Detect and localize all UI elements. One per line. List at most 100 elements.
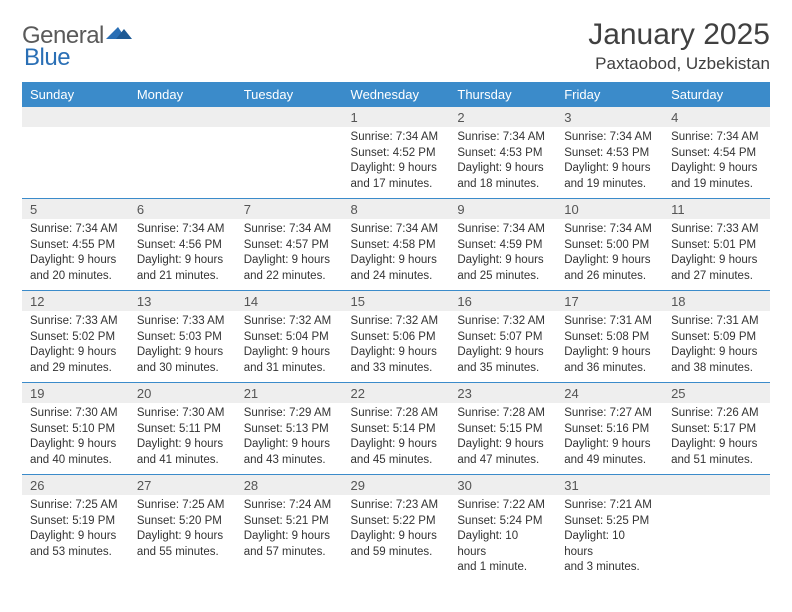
calendar-head: SundayMondayTuesdayWednesdayThursdayFrid… — [22, 82, 770, 107]
detail-line: and 35 minutes. — [457, 361, 548, 377]
detail-line: and 29 minutes. — [30, 361, 121, 377]
detail-line: Sunrise: 7:22 AM — [457, 498, 548, 514]
detail-line: Daylight: 9 hours — [457, 345, 548, 361]
detail-line: Sunset: 5:03 PM — [137, 330, 228, 346]
detail-line: Daylight: 9 hours — [564, 345, 655, 361]
detail-line: Sunset: 5:04 PM — [244, 330, 335, 346]
day-number — [22, 107, 129, 128]
detail-line: and 1 minute. — [457, 560, 548, 576]
day-detail: Sunrise: 7:34 AMSunset: 4:59 PMDaylight:… — [449, 219, 556, 291]
detail-line: Daylight: 9 hours — [30, 529, 121, 545]
day-number: 5 — [22, 199, 129, 220]
detail-line: Sunrise: 7:21 AM — [564, 498, 655, 514]
detail-line: and 33 minutes. — [351, 361, 442, 377]
detail-line: Sunset: 5:14 PM — [351, 422, 442, 438]
detail-line: Daylight: 9 hours — [351, 529, 442, 545]
detail-line: and 41 minutes. — [137, 453, 228, 469]
detail-line: Sunrise: 7:34 AM — [351, 222, 442, 238]
day-detail: Sunrise: 7:25 AMSunset: 5:19 PMDaylight:… — [22, 495, 129, 582]
day-detail: Sunrise: 7:32 AMSunset: 5:06 PMDaylight:… — [343, 311, 450, 383]
detail-line: and 53 minutes. — [30, 545, 121, 561]
day-detail: Sunrise: 7:34 AMSunset: 5:00 PMDaylight:… — [556, 219, 663, 291]
detail-line: Sunrise: 7:29 AM — [244, 406, 335, 422]
detail-line: and 26 minutes. — [564, 269, 655, 285]
day-number: 1 — [343, 107, 450, 128]
day-number: 6 — [129, 199, 236, 220]
day-number: 23 — [449, 383, 556, 404]
detail-line: and 18 minutes. — [457, 177, 548, 193]
detail-line: Sunrise: 7:28 AM — [457, 406, 548, 422]
detail-line: Sunset: 5:21 PM — [244, 514, 335, 530]
detail-line: Sunset: 4:53 PM — [564, 146, 655, 162]
day-number: 9 — [449, 199, 556, 220]
detail-line: Sunset: 5:00 PM — [564, 238, 655, 254]
detail-line: Daylight: 10 hours — [457, 529, 548, 560]
day-number: 28 — [236, 475, 343, 496]
detail-line: Sunset: 5:24 PM — [457, 514, 548, 530]
detail-line: Daylight: 9 hours — [244, 345, 335, 361]
day-detail: Sunrise: 7:30 AMSunset: 5:10 PMDaylight:… — [22, 403, 129, 475]
detail-line: Sunrise: 7:26 AM — [671, 406, 762, 422]
day-number: 8 — [343, 199, 450, 220]
detail-line: Sunrise: 7:31 AM — [671, 314, 762, 330]
day-detail: Sunrise: 7:27 AMSunset: 5:16 PMDaylight:… — [556, 403, 663, 475]
day-number: 2 — [449, 107, 556, 128]
day-header: Thursday — [449, 82, 556, 107]
day-detail: Sunrise: 7:34 AMSunset: 4:53 PMDaylight:… — [556, 127, 663, 199]
day-detail: Sunrise: 7:28 AMSunset: 5:15 PMDaylight:… — [449, 403, 556, 475]
day-number — [663, 475, 770, 496]
day-number: 29 — [343, 475, 450, 496]
detail-line: and 51 minutes. — [671, 453, 762, 469]
detail-line: and 22 minutes. — [244, 269, 335, 285]
day-number: 11 — [663, 199, 770, 220]
detail-line: Sunrise: 7:25 AM — [30, 498, 121, 514]
title-block: January 2025 Paxtaobod, Uzbekistan — [588, 18, 770, 74]
detail-line: Daylight: 9 hours — [564, 161, 655, 177]
detail-line: Daylight: 9 hours — [457, 161, 548, 177]
detail-line: Sunrise: 7:33 AM — [137, 314, 228, 330]
detail-line: Sunset: 5:02 PM — [30, 330, 121, 346]
calendar-body: 1 23 4 Sunrise: 7:34 AMSunset: 4:52 PMDayli… — [22, 107, 770, 582]
day-header: Tuesday — [236, 82, 343, 107]
day-number: 24 — [556, 383, 663, 404]
detail-line: and 47 minutes. — [457, 453, 548, 469]
detail-line: Daylight: 9 hours — [564, 253, 655, 269]
day-detail: Sunrise: 7:34 AMSunset: 4:52 PMDaylight:… — [343, 127, 450, 199]
detail-line: Sunrise: 7:24 AM — [244, 498, 335, 514]
day-number: 20 — [129, 383, 236, 404]
detail-line: Sunset: 5:08 PM — [564, 330, 655, 346]
detail-line: Sunrise: 7:32 AM — [351, 314, 442, 330]
day-number: 14 — [236, 291, 343, 312]
day-detail: Sunrise: 7:33 AMSunset: 5:01 PMDaylight:… — [663, 219, 770, 291]
day-detail: Sunrise: 7:21 AMSunset: 5:25 PMDaylight:… — [556, 495, 663, 582]
detail-line: and 55 minutes. — [137, 545, 228, 561]
day-detail: Sunrise: 7:33 AMSunset: 5:03 PMDaylight:… — [129, 311, 236, 383]
day-detail: Sunrise: 7:25 AMSunset: 5:20 PMDaylight:… — [129, 495, 236, 582]
detail-line: Sunset: 4:57 PM — [244, 238, 335, 254]
day-detail: Sunrise: 7:34 AMSunset: 4:56 PMDaylight:… — [129, 219, 236, 291]
header: General January 2025 Paxtaobod, Uzbekist… — [22, 18, 770, 74]
day-detail: Sunrise: 7:32 AMSunset: 5:04 PMDaylight:… — [236, 311, 343, 383]
day-detail: Sunrise: 7:23 AMSunset: 5:22 PMDaylight:… — [343, 495, 450, 582]
detail-line: and 19 minutes. — [564, 177, 655, 193]
detail-line: Daylight: 9 hours — [137, 345, 228, 361]
detail-line: Daylight: 9 hours — [457, 253, 548, 269]
detail-line: Daylight: 9 hours — [30, 437, 121, 453]
detail-line: Daylight: 9 hours — [671, 161, 762, 177]
detail-line: and 36 minutes. — [564, 361, 655, 377]
detail-line: Sunset: 5:07 PM — [457, 330, 548, 346]
detail-line: Daylight: 9 hours — [457, 437, 548, 453]
month-title: January 2025 — [588, 18, 770, 52]
day-detail: Sunrise: 7:34 AMSunset: 4:55 PMDaylight:… — [22, 219, 129, 291]
brand-word2-wrap: Blue — [24, 44, 70, 72]
detail-line: Daylight: 9 hours — [351, 437, 442, 453]
detail-line: Sunset: 4:59 PM — [457, 238, 548, 254]
detail-line: and 3 minutes. — [564, 560, 655, 576]
day-detail: Sunrise: 7:34 AMSunset: 4:54 PMDaylight:… — [663, 127, 770, 199]
detail-line: Sunrise: 7:34 AM — [457, 130, 548, 146]
day-number: 10 — [556, 199, 663, 220]
day-number: 4 — [663, 107, 770, 128]
detail-line: Daylight: 9 hours — [671, 253, 762, 269]
day-header: Saturday — [663, 82, 770, 107]
detail-line: Sunset: 5:09 PM — [671, 330, 762, 346]
